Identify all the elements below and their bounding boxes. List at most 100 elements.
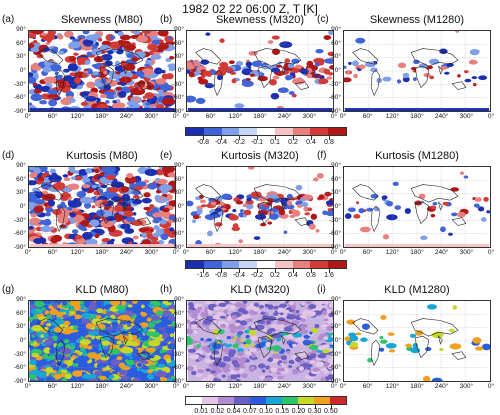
panel-letter: (f)	[317, 150, 327, 161]
x-tick-label: 180°	[253, 383, 267, 390]
map-panel	[343, 166, 491, 248]
colorbar-tick	[329, 136, 330, 140]
y-tick-label: 30°	[16, 323, 26, 331]
x-tick-label: 120°	[385, 113, 400, 120]
coastline	[195, 318, 310, 367]
y-tick-label: -90°	[172, 244, 184, 251]
colorbar-segment	[234, 397, 250, 404]
y-tick-label: 60°	[331, 309, 341, 317]
colorbar-tick	[298, 405, 300, 409]
y-tick-label: -90°	[14, 378, 26, 385]
y-tick-label: 90°	[331, 26, 341, 33]
y-tick-label: 60°	[16, 175, 26, 183]
y-tick-label: 90°	[331, 296, 341, 303]
x-tick-label: 240°	[434, 249, 449, 256]
y-tick-label: -90°	[14, 244, 26, 251]
y-tick-label: -90°	[329, 244, 341, 251]
colorbar-segment	[292, 128, 311, 135]
y-tick-label: -30°	[329, 80, 341, 88]
x-tick-label: 120°	[228, 113, 243, 120]
coastline	[352, 48, 467, 97]
x-tick-label: 60°	[362, 249, 373, 256]
colorbar-label: -0.2	[232, 139, 246, 146]
colorbar-segment	[330, 397, 346, 404]
y-tick-label: -30°	[172, 80, 184, 88]
x-tick-label: 240°	[434, 383, 449, 390]
x-tick-label: 0°	[330, 383, 338, 390]
colorbar-label: 0.30	[307, 408, 322, 415]
colorbar-label: 0.02	[210, 408, 225, 415]
y-tick-label: -60°	[329, 230, 341, 238]
x-tick-label: 0°	[487, 113, 495, 120]
field-plot	[344, 31, 490, 111]
x-tick-label: 240°	[277, 249, 292, 256]
x-tick-label: 300°	[302, 113, 317, 120]
colorbar-segment	[203, 261, 222, 268]
y-tick-label: 0°	[177, 203, 184, 210]
x-tick-label: 120°	[228, 383, 243, 390]
colorbar-label: 0.2	[270, 272, 280, 279]
x-tick-label: 60°	[205, 383, 216, 390]
colorbar-tick	[239, 136, 240, 140]
map-panel	[343, 300, 491, 382]
field-plot	[344, 301, 490, 381]
colorbar-tick	[257, 136, 258, 140]
field-plot	[344, 167, 490, 247]
colorbar-segment	[310, 128, 329, 135]
y-tick-label: -90°	[172, 108, 184, 115]
colorbar-tick	[311, 269, 312, 273]
y-tick-label: 30°	[16, 53, 26, 61]
x-tick-label: 300°	[302, 383, 317, 390]
colorbar	[185, 396, 347, 405]
colorbar-segment	[328, 261, 347, 268]
y-tick-label: -90°	[329, 108, 341, 115]
x-tick-label: 120°	[70, 383, 85, 390]
colorbar-segment	[186, 397, 202, 404]
field-plot	[29, 167, 175, 247]
x-tick-label: 120°	[385, 383, 400, 390]
y-tick-label: 0°	[177, 67, 184, 74]
y-tick-label: 90°	[331, 162, 341, 169]
map-panel	[186, 30, 334, 112]
colorbar-label: -0.8	[196, 139, 210, 146]
colorbar-tick	[266, 405, 267, 409]
y-tick-label: -30°	[172, 216, 184, 224]
x-tick-label: 180°	[410, 249, 424, 256]
y-tick-label: 90°	[174, 296, 184, 303]
colorbar-label: 1.6	[324, 272, 334, 279]
x-tick-label: 300°	[144, 249, 159, 256]
y-tick-label: 60°	[331, 39, 341, 47]
colorbar-segment	[221, 261, 240, 268]
y-tick-label: -60°	[329, 94, 341, 102]
x-tick-label: 300°	[144, 383, 159, 390]
x-tick-label: 0°	[182, 249, 190, 256]
colorbar-segment	[328, 128, 347, 135]
x-tick-label: 180°	[95, 383, 109, 390]
colorbar-label: 0.50	[323, 408, 338, 415]
panel-letter: (a)	[2, 14, 15, 25]
field-plot	[187, 31, 333, 111]
x-tick-label: 60°	[47, 113, 58, 120]
panel-title: Skewness (M1280)	[369, 14, 465, 26]
colorbar	[185, 127, 347, 136]
y-tick-label: 0°	[19, 203, 26, 210]
colorbar-label: 0.04	[226, 408, 241, 415]
x-tick-label: 0°	[339, 383, 347, 390]
panel-letter: (d)	[2, 150, 15, 161]
colorbar	[185, 260, 347, 269]
x-tick-label: 240°	[119, 383, 134, 390]
coastline	[37, 184, 152, 233]
y-tick-label: 0°	[19, 67, 26, 74]
y-tick-label: 0°	[334, 337, 341, 344]
y-tick-label: -60°	[329, 364, 341, 372]
colorbar-segment	[203, 128, 222, 135]
coastline	[195, 48, 310, 97]
y-tick-label: -30°	[172, 350, 184, 358]
y-tick-label: 30°	[174, 189, 184, 197]
x-tick-label: 0°	[339, 113, 347, 120]
colorbar-segment	[282, 397, 298, 404]
colorbar-label: 0.4	[306, 139, 316, 146]
map-panel	[28, 166, 176, 248]
panel-letter: (e)	[160, 150, 173, 161]
y-tick-label: -60°	[14, 364, 26, 372]
